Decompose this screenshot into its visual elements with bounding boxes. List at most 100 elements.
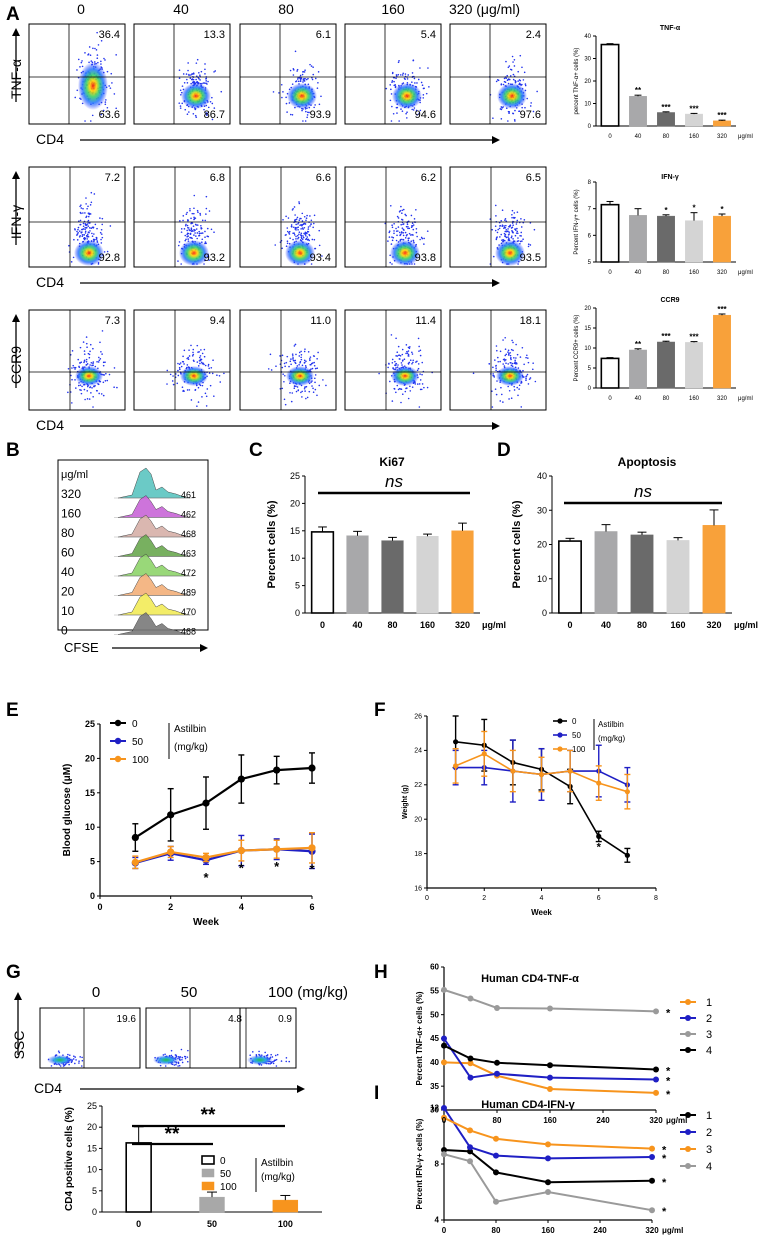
x-tick-label: 240 [593,1226,607,1235]
flow-dot [499,350,502,353]
flow-dot [514,120,516,122]
flow-dot [303,215,306,218]
flow-dot [100,113,103,116]
flow-dot [85,227,88,229]
x-tick-label: 80 [493,1116,502,1125]
flow-dot [196,344,199,347]
flow-dot [83,234,86,236]
flow-dot [505,236,508,239]
flow-dot [96,31,98,34]
legend-marker [685,1163,691,1169]
flow-dot [104,59,106,61]
panel-letter-G: G [6,962,21,983]
flow-plot [133,309,231,411]
flow-dot [212,359,214,361]
flow-dot [179,89,182,92]
flow-dot [87,219,90,222]
flow-dot [272,1062,275,1065]
chart-title: Apoptosis [618,455,677,469]
flow-dot [184,224,187,227]
flow-dot [76,69,78,71]
flow-dot [504,81,507,84]
flow-dot [511,230,513,232]
flow-dot [192,351,194,354]
flow-dot [312,73,315,76]
bar [702,525,726,614]
flow-density [181,83,211,109]
flow-dot [313,361,316,364]
flow-dot [510,364,513,367]
flow-dot [190,217,192,220]
flow-plot [449,23,547,125]
x-tick-label: 40 [352,620,362,630]
flow-dot [207,365,210,367]
flow-dot [303,350,306,353]
flow-dot [278,92,280,94]
flow-dot [183,363,185,365]
flow-dot [302,235,304,237]
data-point [467,995,474,1002]
flow-dot [521,106,523,109]
flow-dot [510,397,513,400]
flow-plot-frame [449,309,547,411]
flow-dot [77,232,79,234]
y-axis-label: CD4 positive cells (%) [64,1107,75,1211]
flow-dot [289,237,291,240]
flow-dot [321,255,323,257]
cfse-unit: μg/ml [61,469,88,481]
flow-dot [515,357,517,359]
data-point [441,1151,447,1158]
data-point [167,848,175,856]
flow-dot [300,232,303,235]
flow-dot [297,228,299,231]
flow-dot [70,374,72,377]
flow-dot [400,362,403,364]
data-point [467,1148,473,1155]
flow-dot [305,110,307,113]
flow-dot [293,360,295,362]
y-tick-label: 0 [295,608,300,618]
flow-dot [312,222,315,225]
flow-dot [525,377,527,380]
panel-letter-H: H [374,962,388,983]
flow-dot [404,231,407,234]
flow-dot [295,223,297,226]
data-point [649,1145,655,1152]
flow-dot [401,393,404,396]
flow-dot [92,361,95,363]
flow-dot [408,232,411,235]
flow-dot [81,1059,84,1062]
flow-dot [188,73,190,76]
flow-dot [286,227,289,229]
flow-dot [290,225,293,228]
flow-dot [289,391,291,394]
flow-dot [503,77,506,80]
significance-mark: * [720,205,724,214]
bar [630,534,654,614]
flow-dot [399,209,402,212]
flow-dot [301,212,304,215]
chart-I [441,1105,655,1223]
flow-dot [521,346,524,349]
flow-dot [186,389,189,391]
flow-dot [288,230,291,233]
flow-dot [503,227,505,230]
flow-dot [300,237,303,240]
flow-dot [391,226,394,229]
flow-dot [181,1061,184,1064]
flow-dot [189,207,191,210]
flow-dot [186,78,188,81]
flow-dot [291,353,294,355]
flow-dot [307,230,310,233]
flow-dot [95,236,98,239]
data-point [493,1135,499,1142]
y-axis-label: Percent cells (%) [511,500,523,588]
y-tick-label: 8 [588,180,592,186]
flow-dot [88,227,91,229]
legend-title: Astilbin [174,724,206,735]
cfse-histogram [117,592,191,616]
flow-dot [91,226,94,229]
flow-density [153,1055,179,1065]
flow-dot [177,369,179,372]
